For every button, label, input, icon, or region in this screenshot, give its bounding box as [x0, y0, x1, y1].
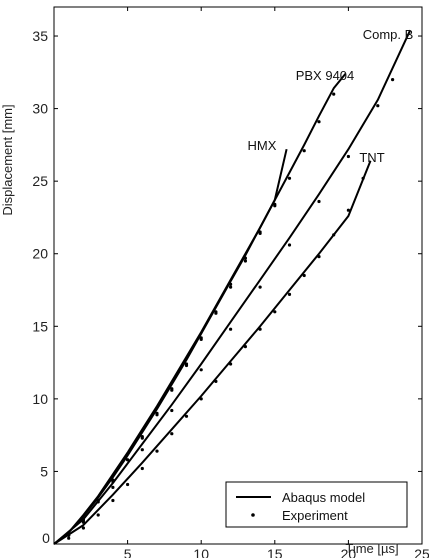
axis-ticks — [53, 7, 423, 545]
experiment-point-pbx-9404 — [155, 413, 159, 417]
experiment-point-pbx-9404 — [273, 204, 277, 208]
series-labels: HMX PBX 9404 Comp. B TNT — [248, 27, 414, 165]
experiment-point-tnt — [243, 345, 247, 349]
experiment-point-tnt — [302, 273, 306, 278]
experiment-point-tnt — [184, 414, 189, 418]
experiment-point-tnt — [229, 362, 233, 366]
experiment-point-pbx-9404 — [287, 176, 292, 180]
axis-tick-labels: 0 5 10 15 20 25 5 10 15 20 25 30 35 — [32, 28, 429, 558]
experiment-point-pbx-9404 — [170, 388, 174, 392]
y-tick-label: 20 — [32, 246, 48, 262]
experiment-point-comp-b — [258, 285, 262, 289]
experiment-point-tnt — [361, 176, 365, 180]
y-tick-label: 10 — [32, 391, 48, 407]
plot-frame — [53, 6, 423, 545]
x-tick-label: 10 — [193, 546, 209, 558]
y-tick-label: 25 — [32, 173, 48, 189]
series-group — [53, 29, 412, 545]
experiment-point-comp-b — [391, 78, 395, 82]
legend-dot-marker — [251, 513, 255, 517]
experiment-point-pbx-9404 — [229, 285, 233, 289]
experiment-point-pbx-9404 — [126, 458, 130, 462]
experiment-point-tnt — [81, 526, 85, 530]
model-line-tnt — [53, 160, 372, 545]
experiment-point-comp-b — [140, 448, 144, 452]
series-label-comp-b: Comp. B — [363, 27, 414, 42]
experiment-point-tnt — [258, 327, 262, 331]
experiment-point-tnt — [214, 379, 218, 383]
x-tick-label: 0 — [42, 530, 50, 546]
model-line-comp-b — [53, 29, 412, 545]
experiment-point-pbx-9404 — [317, 120, 321, 124]
experiment-point-tnt — [126, 482, 130, 487]
experiment-point-pbx-9404 — [199, 337, 203, 341]
y-axis-label: Displacement [mm] — [0, 104, 15, 215]
legend: Abaqus model Experiment — [225, 481, 408, 528]
y-tick-label: 30 — [32, 101, 48, 117]
series-label-pbx-9404: PBX 9404 — [296, 68, 355, 83]
experiment-point-tnt — [170, 432, 174, 436]
model-line-pbx-9404 — [53, 73, 347, 545]
experiment-point-tnt — [273, 310, 277, 314]
experiment-point-comp-b — [287, 243, 292, 247]
x-tick-label: 15 — [267, 546, 283, 558]
series-label-tnt: TNT — [359, 150, 384, 165]
series-label-hmx: HMX — [248, 138, 277, 153]
experiment-point-tnt — [67, 536, 71, 540]
y-tick-label: 5 — [40, 463, 48, 479]
experiment-point-comp-b — [346, 154, 350, 159]
legend-box — [225, 481, 408, 528]
experiment-point-tnt — [317, 255, 321, 259]
x-tick-label: 25 — [414, 546, 429, 558]
experiment-point-comp-b — [199, 368, 203, 372]
experiment-point-tnt — [199, 397, 203, 401]
experiment-point-tnt — [332, 233, 336, 237]
experiment-point-comp-b — [317, 199, 321, 204]
experiment-point-tnt — [111, 498, 115, 503]
x-tick-label: 5 — [124, 546, 132, 558]
experiment-point-pbx-9404 — [258, 231, 262, 235]
experiment-point-comp-b — [170, 408, 174, 413]
experiment-point-tnt — [96, 513, 100, 517]
legend-label-experiment: Experiment — [282, 508, 348, 523]
experiment-point-pbx-9404 — [214, 311, 218, 315]
experiment-point-pbx-9404 — [302, 149, 306, 153]
y-tick-label: 15 — [32, 318, 48, 334]
experiment-point-pbx-9404 — [184, 363, 189, 368]
experiment-point-tnt — [140, 466, 144, 471]
experiment-point-pbx-9404 — [140, 436, 144, 440]
x-axis-label: Time [µs] — [345, 541, 398, 556]
experiment-point-pbx-9404 — [243, 259, 247, 263]
experiment-point-tnt — [346, 208, 350, 212]
x-tick-label: 20 — [341, 546, 357, 558]
experiment-point-pbx-9404 — [332, 92, 336, 96]
experiment-point-comp-b — [229, 327, 233, 331]
legend-label-model: Abaqus model — [282, 490, 365, 505]
experiment-point-tnt — [155, 449, 159, 453]
experiment-point-comp-b — [111, 485, 115, 489]
experiment-point-tnt — [287, 292, 292, 296]
plot-area-frame — [53, 6, 423, 545]
y-tick-label: 35 — [32, 28, 48, 44]
experiment-point-comp-b — [376, 104, 380, 108]
